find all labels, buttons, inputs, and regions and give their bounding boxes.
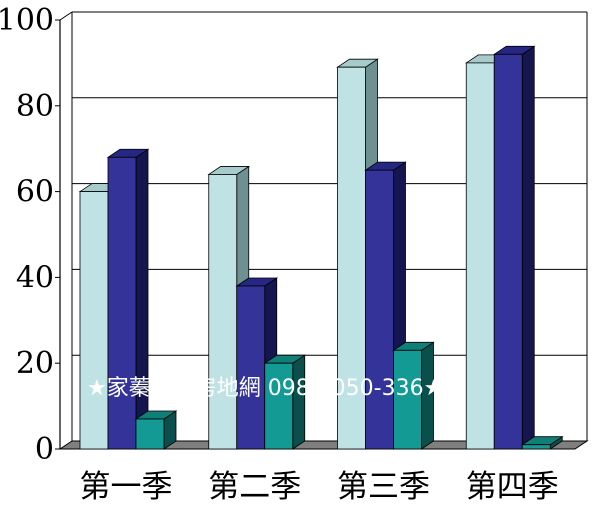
bar-front-face xyxy=(393,349,422,450)
bar-front-face xyxy=(208,174,238,450)
y-axis-top-edge xyxy=(59,11,73,21)
y-tick-label-40: 40 xyxy=(16,260,54,295)
bar-front-face xyxy=(521,444,551,450)
y-tick-label-20: 20 xyxy=(16,346,54,381)
bar-2-series-3 xyxy=(263,354,307,450)
x-axis-ticks: 第一季 第二季 第三季 第四季 xyxy=(80,469,559,505)
bar-front-face xyxy=(337,66,366,450)
bar-4-series-3 xyxy=(520,435,564,450)
y-tick-label-60: 60 xyxy=(16,175,54,210)
y-tick-label-100: 100 xyxy=(0,3,54,38)
bar-front-face xyxy=(135,418,165,450)
y-axis-ticks: 0 20 40 60 80 100 xyxy=(0,3,60,467)
watermark-text: ★家蓁桃園房地網 0987-050-336★ xyxy=(87,376,443,401)
bar-front-face xyxy=(365,169,394,450)
bar-front-face xyxy=(236,285,266,450)
bars xyxy=(78,45,564,450)
bar-3-series-3 xyxy=(392,341,435,450)
axes xyxy=(58,11,589,450)
bar-side-face xyxy=(292,354,306,450)
x-tick-label-3: 第三季 xyxy=(337,469,430,505)
x-tick-label-2: 第二季 xyxy=(208,469,301,505)
y-tick-label-0: 0 xyxy=(35,432,54,467)
bar-front-face xyxy=(79,191,109,450)
bar-1-series-3 xyxy=(134,410,178,450)
bar-1-series-2 xyxy=(106,148,150,450)
bar-side-face xyxy=(521,45,535,450)
x-tick-label-4: 第四季 xyxy=(466,469,559,505)
bar-front-face xyxy=(264,362,294,450)
bar-front-face xyxy=(107,156,137,450)
bar-4-series-2 xyxy=(492,45,536,450)
bar-front-face xyxy=(465,62,495,450)
y-tick-label-80: 80 xyxy=(16,89,54,124)
bar-side-face xyxy=(135,148,149,450)
x-tick-label-1: 第一季 xyxy=(80,469,173,505)
bar-front-face xyxy=(493,53,523,450)
